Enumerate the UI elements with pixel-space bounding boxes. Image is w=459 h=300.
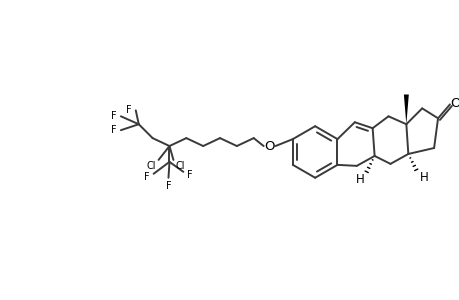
Text: F: F bbox=[111, 125, 117, 135]
Text: O: O bbox=[264, 140, 274, 152]
Text: F: F bbox=[187, 170, 193, 180]
Text: F: F bbox=[144, 172, 149, 182]
Polygon shape bbox=[403, 94, 408, 124]
Text: O: O bbox=[450, 97, 459, 110]
Text: Cl: Cl bbox=[146, 161, 156, 171]
Text: F: F bbox=[165, 181, 171, 191]
Text: F: F bbox=[111, 111, 117, 121]
Text: Cl: Cl bbox=[175, 161, 185, 171]
Text: H: H bbox=[355, 173, 364, 186]
Text: F: F bbox=[126, 105, 131, 116]
Text: H: H bbox=[419, 171, 428, 184]
